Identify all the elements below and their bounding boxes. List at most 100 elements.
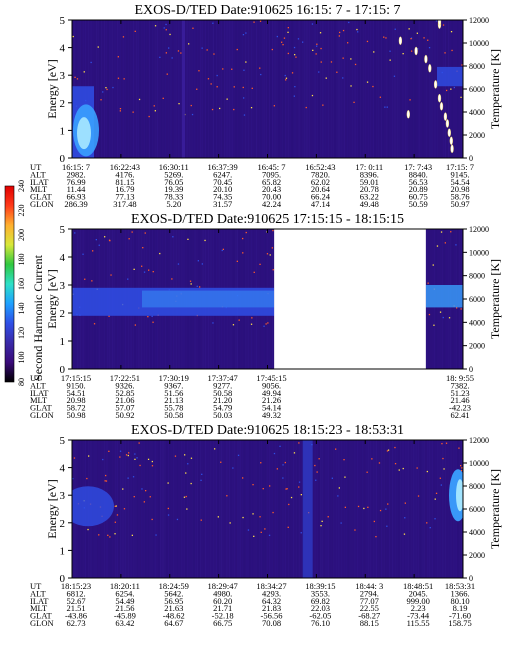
spectrogram-column: [219, 440, 221, 578]
orbit-cell: 64.67: [164, 618, 183, 628]
y-tick-label: 2: [60, 518, 66, 530]
orbit-row-label: ALT: [30, 169, 47, 179]
spectrogram-column: [446, 20, 448, 158]
spectrogram-speck: [285, 79, 287, 81]
spectrogram-column: [116, 440, 118, 578]
spectrogram-speck: [242, 34, 245, 36]
spectrogram-speck: [122, 36, 125, 38]
spectrogram-column: [182, 20, 185, 158]
y2-tick-label: 12000: [469, 436, 489, 445]
spectrogram-column: [361, 440, 363, 578]
spectrogram-column: [126, 20, 128, 158]
orbit-table: UT 18:15:23 18:20:11 18:24:59 18:29:47 18:34:…: [30, 581, 475, 628]
spectrogram-column: [132, 440, 134, 578]
spectrogram-column: [427, 20, 429, 158]
spectrogram-speck: [229, 522, 231, 524]
spectrogram-speck: [242, 237, 244, 240]
spectrogram-column: [284, 440, 286, 578]
panel-2: EXOS-D/TED Date:910625 17:15:15 - 18:15:…: [30, 212, 502, 420]
spectrogram-column: [296, 440, 298, 578]
spectrogram-speck: [433, 324, 435, 326]
spectrogram-column: [428, 440, 430, 578]
spectrogram-column: [353, 440, 355, 578]
spectrogram-column: [121, 440, 123, 578]
spectrogram-column: [177, 20, 179, 158]
temperature-point: [450, 144, 454, 154]
spectrogram-speck: [259, 516, 261, 518]
spectrogram-column: [321, 440, 323, 578]
spectrogram-band: [437, 66, 463, 87]
spectrogram-column: [192, 20, 194, 158]
spectrogram-column: [193, 440, 195, 578]
spectrogram-column: [286, 20, 288, 158]
orbit-cell: 9145.: [450, 169, 469, 179]
orbit-cell: -71.60: [449, 611, 471, 621]
orbit-cell: 76.05: [164, 177, 183, 187]
spectrogram-speck: [269, 485, 271, 487]
orbit-cell: 63.42: [115, 618, 134, 628]
y2-tick-label: 8000: [469, 272, 485, 281]
spectrogram-column: [259, 20, 261, 158]
spectrogram-speck: [443, 468, 445, 470]
data-gap: [274, 229, 426, 369]
spectrogram-column: [404, 20, 406, 158]
spectrogram-column: [224, 20, 226, 158]
spectrogram-speck: [105, 474, 107, 477]
spectrogram-speck: [366, 40, 369, 43]
spectrogram-column: [113, 20, 115, 158]
orbit-cell: 16:45: 7: [257, 162, 285, 172]
spectrogram-speck: [242, 516, 244, 519]
spectrogram-speck: [460, 96, 462, 98]
orbit-cell: 52.85: [115, 388, 134, 398]
orbit-cell: 21.26: [262, 395, 281, 405]
spectrogram-column: [307, 20, 309, 158]
spectrogram-column: [366, 440, 368, 578]
orbit-cell: 18:34:27: [256, 581, 286, 591]
spectrogram-speck: [242, 86, 244, 89]
spectrogram-speck: [295, 56, 297, 58]
spectrogram-speck: [211, 108, 214, 111]
spectrogram-column: [414, 440, 416, 578]
spectrogram-speck: [272, 229, 274, 232]
spectrogram-column: [275, 440, 277, 578]
spectrogram-speck: [297, 38, 300, 40]
spectrogram-column: [356, 440, 358, 578]
spectrogram-column: [292, 440, 294, 578]
spectrogram-speck: [83, 71, 85, 73]
spectrogram-band: [72, 287, 275, 316]
spectrogram-speck: [404, 502, 406, 504]
spectrogram-speck: [353, 101, 355, 103]
spectrogram-column: [323, 20, 325, 158]
spectrogram-speck: [284, 461, 286, 464]
spectrogram-column: [336, 20, 338, 158]
spectrogram-speck: [384, 106, 386, 108]
spectrogram-column: [451, 20, 453, 158]
temperature-point: [424, 54, 428, 64]
spectrogram-column: [260, 20, 262, 158]
spectrogram-column: [217, 20, 219, 158]
spectrogram-column: [212, 20, 214, 158]
spectrogram-speck: [252, 513, 254, 515]
spectrogram-column: [168, 20, 170, 158]
spectrogram-column: [153, 440, 155, 578]
orbit-cell: 70.08: [262, 618, 281, 628]
spectrogram-speck: [357, 31, 359, 33]
spectrogram-column: [363, 20, 365, 158]
spectrogram-column: [393, 20, 395, 158]
spectrogram-speck: [98, 244, 100, 246]
spectrogram-column: [408, 440, 410, 578]
spectrogram-speck: [294, 86, 296, 88]
spectrogram-column: [387, 20, 389, 158]
spectrogram-speck: [149, 496, 151, 498]
spectrogram-speck: [302, 41, 304, 43]
spectrogram-column: [150, 20, 152, 158]
panel-1: EXOS-D/TED Date:910625 16:15: 7 - 17:15:…: [30, 3, 502, 209]
y2-tick-label: 10000: [469, 39, 489, 48]
spectrogram-column: [208, 20, 210, 158]
spectrogram-column: [347, 20, 349, 158]
spectrogram-column: [324, 20, 326, 158]
spectrogram-column: [240, 440, 242, 578]
orbit-cell: 76.99: [66, 177, 85, 187]
spectrogram-column: [323, 440, 325, 578]
y2-tick-label: 8000: [469, 482, 485, 491]
